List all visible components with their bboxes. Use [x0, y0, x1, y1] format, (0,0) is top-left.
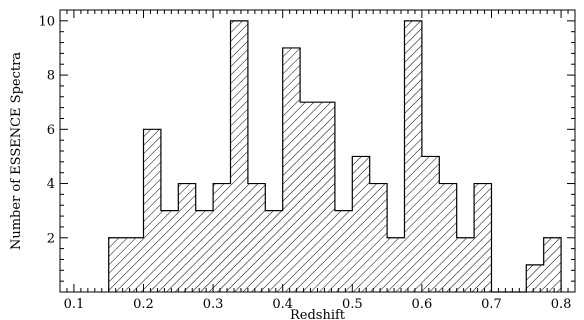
- histogram-bar-4: [178, 183, 196, 292]
- x-tick-label: 0.6: [412, 297, 433, 312]
- histogram-bar-3: [160, 210, 179, 292]
- y-tick-label: 10: [38, 14, 55, 29]
- y-tick-label: 2: [47, 231, 55, 246]
- x-tick-label: 0.1: [64, 297, 85, 312]
- histogram-bar-21: [474, 183, 492, 292]
- y-tick-label: 6: [47, 123, 55, 138]
- histogram-bar-6: [213, 183, 231, 292]
- bars-layer: [108, 20, 562, 293]
- histogram-bar-14: [352, 156, 370, 292]
- histogram-bar-15: [369, 183, 388, 292]
- histogram-bar-11: [300, 102, 318, 292]
- histogram-outline: [108, 20, 562, 293]
- histogram-bar-10: [282, 47, 301, 292]
- ticks-layer: [59, 9, 576, 292]
- histogram-bar-9: [265, 210, 283, 292]
- histogram-bar-20: [456, 237, 475, 292]
- histogram-bar-8: [247, 183, 266, 292]
- histogram-bar-16: [387, 237, 405, 292]
- histogram-bar-12: [317, 102, 335, 292]
- x-tick-label: 0.8: [551, 297, 572, 312]
- histogram-bar-0: [108, 237, 127, 292]
- x-tick-label: 0.7: [481, 297, 502, 312]
- x-tick-label: 0.5: [342, 297, 363, 312]
- x-tick-label: 0.3: [203, 297, 224, 312]
- histogram-bar-1: [126, 237, 144, 292]
- x-tick-label: 0.4: [272, 297, 293, 312]
- histogram-bar-5: [195, 210, 214, 292]
- histogram-bar-19: [439, 183, 457, 292]
- histogram-bar-25: [543, 237, 562, 292]
- y-tick-label: 4: [47, 177, 55, 192]
- histogram-bar-18: [421, 156, 440, 292]
- histogram-bar-17: [404, 20, 422, 292]
- histogram-bar-24: [526, 264, 544, 292]
- histogram-bar-2: [143, 129, 161, 292]
- histogram-bar-7: [230, 20, 248, 292]
- x-axis-label: Redshift: [290, 308, 346, 320]
- y-tick-label: 8: [47, 69, 55, 84]
- histogram-bar-13: [334, 210, 353, 292]
- y-axis-label: Number of ESSENCE Spectra: [9, 52, 24, 250]
- x-tick-label: 0.2: [133, 297, 154, 312]
- tick-labels-layer: 0.1 0.2 0.3 0.4 0.5 0.6 0.7 0.8 2 4 6 8 10: [38, 14, 571, 312]
